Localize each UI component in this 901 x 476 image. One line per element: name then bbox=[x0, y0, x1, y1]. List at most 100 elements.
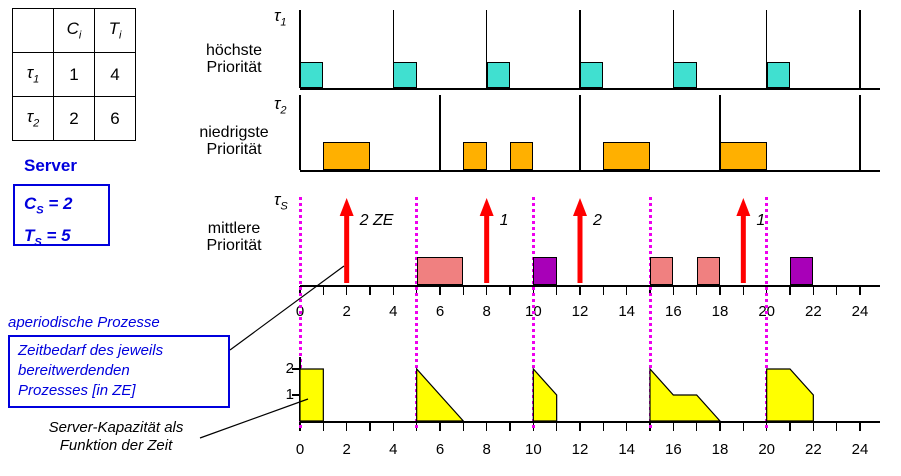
server-period-param: TS = 5 bbox=[24, 226, 71, 249]
execution-block bbox=[766, 62, 790, 88]
row-header-tau2: τ2 bbox=[12, 96, 54, 141]
axis-tick bbox=[695, 286, 698, 295]
cell-tau1-t: 4 bbox=[94, 52, 136, 97]
arrival-amount-label: 2 bbox=[592, 212, 602, 229]
axis-label: 2 bbox=[342, 441, 351, 458]
aperiodic-arrival-arrowhead bbox=[736, 198, 751, 216]
server-priority-label: mittlere Priorität bbox=[206, 220, 262, 254]
axis-label: 22 bbox=[804, 441, 822, 458]
tau1-baseline bbox=[300, 88, 880, 90]
capacity-y-axis bbox=[299, 357, 301, 421]
axis-label: 8 bbox=[482, 441, 491, 458]
axis-label: 0 bbox=[295, 441, 305, 458]
axis-label: 12 bbox=[571, 441, 589, 458]
execution-block bbox=[323, 142, 370, 170]
axis-tick bbox=[742, 286, 745, 295]
axis-label: 16 bbox=[664, 303, 682, 320]
axis-tick bbox=[672, 286, 675, 295]
release-line bbox=[579, 10, 581, 88]
axis-tick bbox=[835, 422, 838, 431]
axis-tick bbox=[509, 286, 511, 295]
replenishment-line bbox=[765, 197, 769, 428]
aperiodic-arrival-arrowhead bbox=[573, 198, 587, 216]
capacity-polygon bbox=[299, 368, 324, 422]
aperiodic-arrival-arrowhead bbox=[479, 198, 494, 216]
capacity-baseline bbox=[300, 421, 880, 423]
axis-tick bbox=[625, 286, 628, 295]
release-line bbox=[392, 10, 395, 88]
axis-label: 18 bbox=[711, 441, 729, 458]
axis-tick bbox=[859, 422, 861, 431]
release-line bbox=[859, 10, 861, 88]
table-corner-cell bbox=[12, 8, 54, 53]
axis-tick bbox=[579, 286, 581, 295]
axis-label: 10 bbox=[524, 441, 542, 458]
server-row-label: τS bbox=[274, 190, 288, 213]
axis-label: 20 bbox=[758, 441, 775, 458]
axis-tick bbox=[462, 422, 465, 431]
replenishment-line bbox=[648, 197, 652, 428]
release-line bbox=[299, 95, 301, 170]
cell-tau2-t: 6 bbox=[94, 96, 136, 141]
axis-label: 18 bbox=[711, 303, 729, 320]
axis-tick bbox=[672, 422, 675, 431]
axis-tick bbox=[322, 422, 325, 431]
arrival-amount-label: 2 ZE bbox=[359, 212, 394, 229]
axis-tick bbox=[719, 422, 721, 431]
capacity-polygon bbox=[649, 367, 722, 422]
axis-tick bbox=[742, 422, 745, 431]
axis-label: 16 bbox=[664, 441, 682, 458]
axis-tick bbox=[485, 422, 488, 431]
server-heading: Server bbox=[24, 156, 77, 175]
axis-tick bbox=[789, 422, 791, 431]
axis-label: 6 bbox=[435, 303, 445, 320]
axis-label: 4 bbox=[389, 441, 398, 458]
release-line bbox=[719, 95, 721, 170]
axis-tick bbox=[859, 286, 861, 295]
axis-label: 14 bbox=[618, 441, 635, 458]
col-header-ci: Ci bbox=[53, 8, 95, 53]
execution-block bbox=[720, 142, 767, 170]
capacity-y-label: 1 bbox=[285, 386, 294, 403]
capacity-y-tick bbox=[292, 368, 300, 370]
axis-tick bbox=[392, 286, 395, 295]
axis-tick bbox=[392, 422, 395, 431]
aperiodic-processes-label: aperiodische Prozesse bbox=[8, 314, 160, 331]
execution-block bbox=[510, 142, 534, 170]
release-line bbox=[765, 10, 768, 88]
execution-block bbox=[673, 62, 697, 88]
replenishment-line bbox=[531, 197, 535, 428]
axis-label: 6 bbox=[435, 441, 445, 458]
capacity-polygon bbox=[532, 367, 558, 422]
tau2-priority-label: niedrigste Priorität bbox=[199, 124, 269, 158]
release-line bbox=[859, 95, 861, 170]
execution-block bbox=[486, 62, 510, 88]
row-header-tau1: τ1 bbox=[12, 52, 54, 97]
axis-tick bbox=[812, 286, 815, 295]
tau1-row-label: τ1 bbox=[274, 6, 287, 29]
aperiodic-arrival-arrowhead bbox=[339, 198, 354, 216]
execution-block bbox=[393, 62, 417, 88]
release-line bbox=[299, 10, 301, 88]
axis-tick bbox=[439, 422, 441, 431]
release-line bbox=[485, 10, 488, 88]
axis-tick bbox=[579, 422, 581, 431]
tau2-baseline bbox=[300, 170, 880, 172]
capacity-polygon bbox=[766, 368, 814, 422]
axis-label: 24 bbox=[851, 303, 869, 320]
server-baseline bbox=[300, 285, 880, 287]
replenishment-line bbox=[415, 197, 419, 428]
axis-label: 12 bbox=[571, 303, 589, 320]
axis-tick bbox=[509, 422, 511, 431]
arrival-amount-label: 1 bbox=[756, 212, 765, 229]
axis-tick bbox=[719, 286, 721, 295]
execution-block bbox=[696, 257, 720, 285]
axis-tick bbox=[345, 286, 348, 295]
cell-tau1-c: 1 bbox=[53, 52, 95, 97]
axis-tick bbox=[485, 286, 488, 295]
server-parameter-box: CS = 2 TS = 5 bbox=[13, 184, 110, 249]
execution-block bbox=[463, 142, 487, 170]
axis-label: 14 bbox=[618, 303, 635, 320]
col-header-ti: Ti bbox=[94, 8, 136, 53]
